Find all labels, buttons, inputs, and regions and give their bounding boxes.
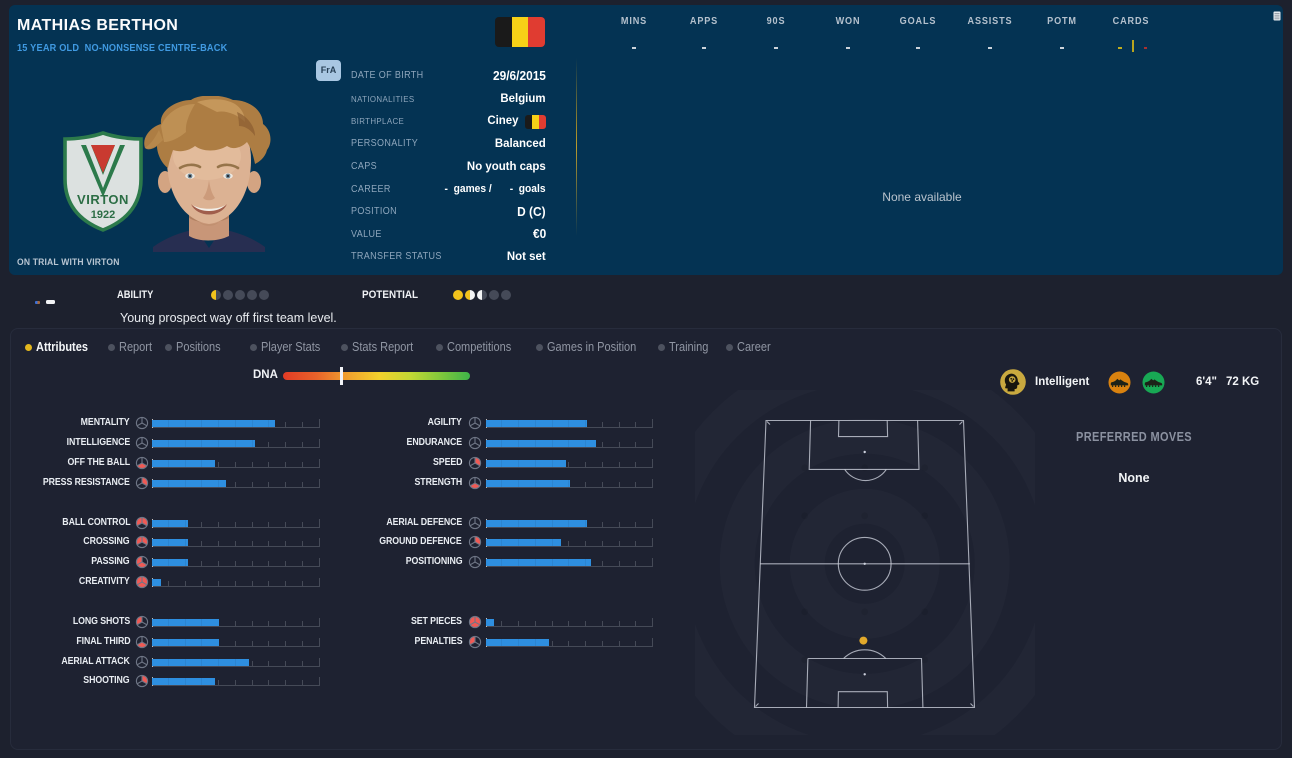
svg-text:VIRTON: VIRTON — [77, 192, 129, 207]
svg-text:1922: 1922 — [91, 209, 115, 221]
